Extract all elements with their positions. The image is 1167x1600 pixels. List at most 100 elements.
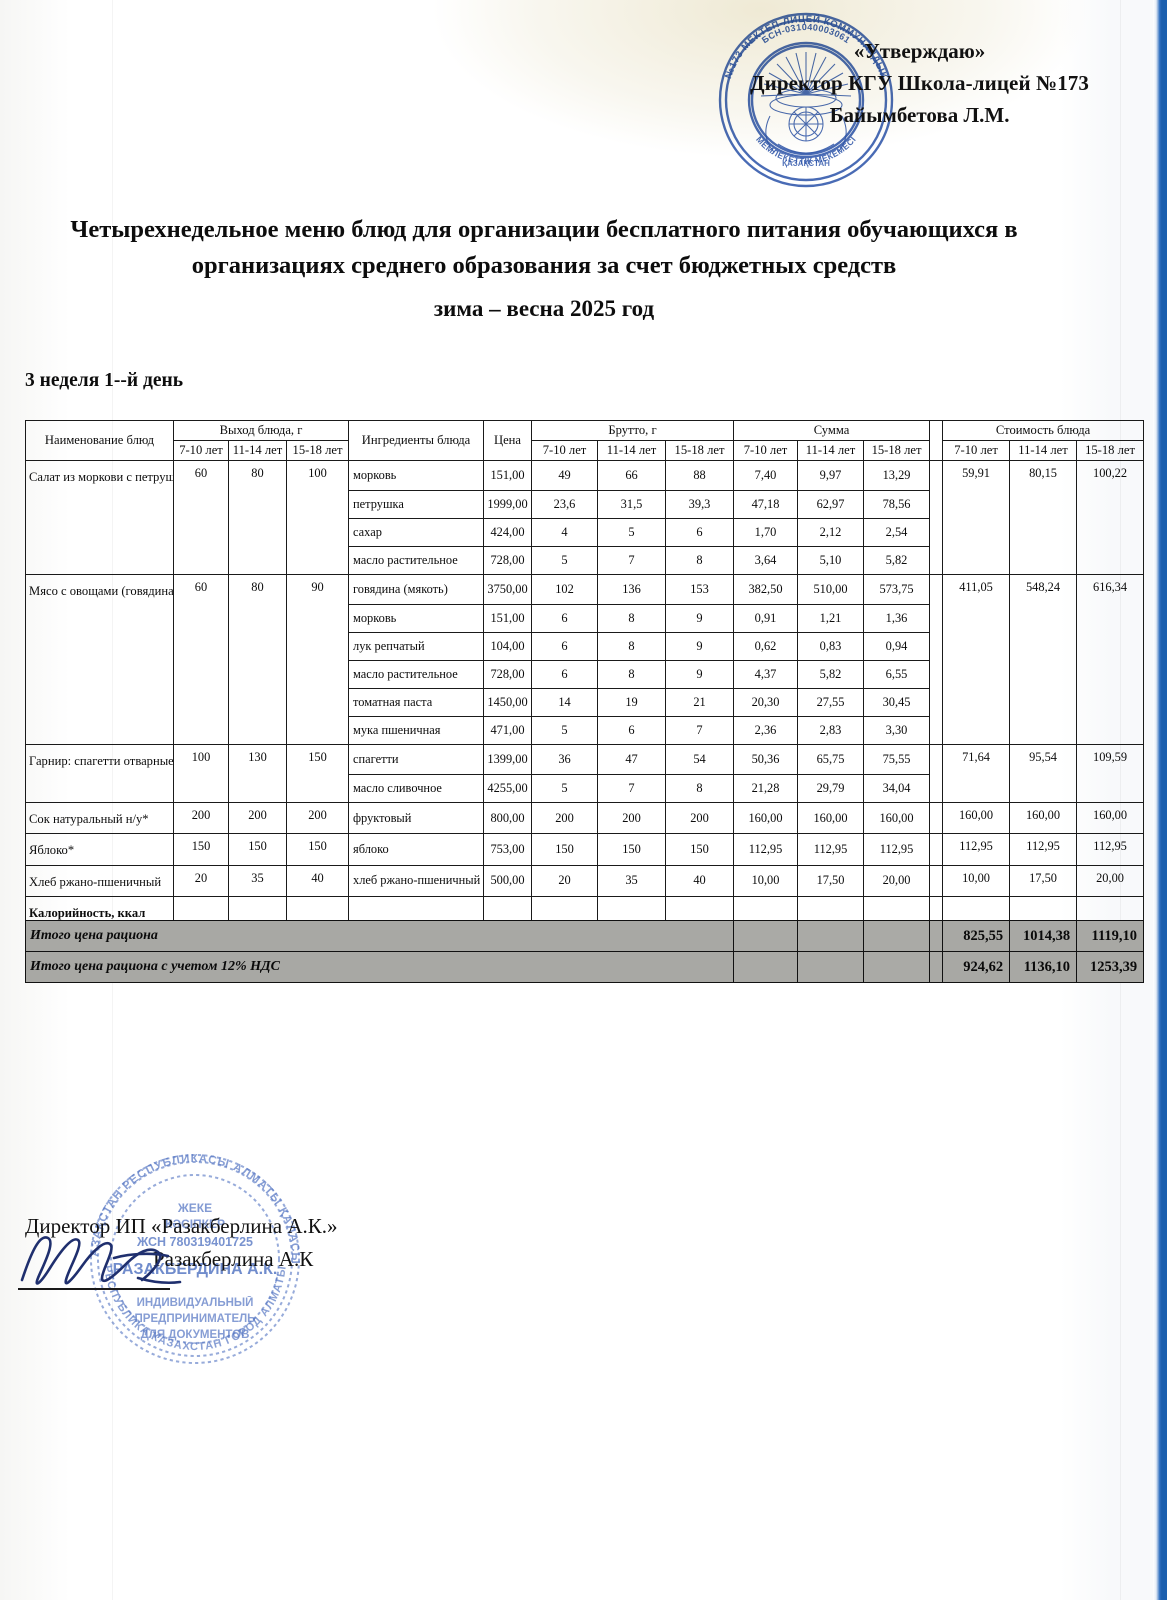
cell-cost-3: 616,34: [1076, 574, 1145, 745]
cell-price: 1999,00: [483, 490, 533, 519]
table-row: Салат из моркови с петрушкой6080100морко…: [25, 460, 1145, 575]
cell-s3: 2,54: [863, 518, 931, 547]
totals-blank-cell: [797, 951, 865, 983]
cell-price: 753,00: [483, 833, 533, 866]
cell-s1: 47,18: [733, 490, 799, 519]
svg-text:ДЛЯ ДОКУМЕНТОВ: ДЛЯ ДОКУМЕНТОВ: [141, 1329, 250, 1341]
cell-yield-1: 60: [173, 574, 229, 745]
menu-table-body: Салат из моркови с петрушкой6080100морко…: [25, 460, 1145, 929]
cell-price: 500,00: [483, 864, 533, 897]
col-price: Цена: [483, 420, 533, 461]
cell-gap-spacer: [929, 574, 944, 745]
cell-ingredient: масло растительное: [348, 660, 485, 689]
menu-table-container: Наименование блюд Выход блюда, г Ингреди…: [25, 420, 1145, 929]
col-sum-11-14: 11-14 лет: [797, 440, 865, 461]
totals-value-3: 1253,39: [1076, 951, 1145, 983]
page-title: Четырехнедельное меню блюд для организац…: [14, 212, 1074, 284]
cell-yield-2: 150: [228, 833, 287, 866]
cell-s1: 2,36: [733, 716, 799, 745]
cell-s2: 2,83: [797, 716, 865, 745]
cell-s2: 29,79: [797, 774, 865, 803]
cell-cost-1: 160,00: [942, 801, 1011, 835]
cell-s3: 573,75: [863, 574, 931, 605]
cell-ingredient: масло сливочное: [348, 774, 485, 803]
totals-gap-cell: [929, 951, 944, 983]
totals-blank-cell: [797, 920, 865, 952]
signature-role: Директор ИП «Разакберлина А.К.»: [25, 1214, 338, 1238]
cell-gap-spacer: [929, 460, 944, 575]
signature-underline: [18, 1288, 170, 1290]
cell-s1: 160,00: [733, 801, 799, 835]
cell-g2: 47: [597, 744, 667, 775]
col-yield-11-14: 11-14 лет: [228, 440, 287, 461]
col-yield-15-18: 15-18 лет: [285, 440, 350, 461]
cell-cost-2: 17,50: [1009, 864, 1078, 897]
cell-g3: 6: [665, 518, 735, 547]
cell-ingredient: масло растительное: [348, 546, 485, 575]
cell-price: 151,00: [483, 460, 533, 491]
cell-g3: 150: [665, 833, 735, 866]
cell-s3: 78,56: [863, 490, 931, 519]
cell-cost-1: 10,00: [942, 864, 1011, 897]
cell-ingredient: сахар: [348, 518, 485, 547]
cell-price: 1450,00: [483, 688, 533, 717]
cell-g2: 5: [597, 518, 667, 547]
totals-label: Итого цена рациона с учетом 12% НДС: [24, 951, 735, 983]
col-cost-7-10: 7-10 лет: [942, 440, 1011, 461]
cell-ingredient: фруктовый: [348, 801, 485, 835]
totals-value-2: 1136,10: [1009, 951, 1078, 983]
cell-dish-name: Мясо с овощами (говядина): [25, 574, 174, 745]
cell-s1: 10,00: [733, 864, 799, 897]
cell-cost-3: 100,22: [1076, 460, 1145, 575]
cell-s3: 160,00: [863, 801, 931, 835]
page-title-line2: организациях среднего образования за сче…: [191, 251, 897, 279]
cell-g1: 5: [531, 774, 599, 803]
cell-g3: 8: [665, 546, 735, 575]
cell-s3: 112,95: [863, 833, 931, 866]
cell-price: 800,00: [483, 801, 533, 835]
cell-gap-spacer: [929, 801, 944, 835]
col-gross-7-10: 7-10 лет: [531, 440, 599, 461]
cell-s3: 3,30: [863, 716, 931, 745]
cell-yield-1: 20: [173, 864, 229, 897]
cell-ingredient: говядина (мякоть): [348, 574, 485, 605]
cell-g2: 66: [597, 460, 667, 491]
col-gap-spacer: [929, 420, 944, 461]
cell-s2: 2,12: [797, 518, 865, 547]
cell-price: 151,00: [483, 604, 533, 633]
totals-value-1: 924,62: [942, 951, 1011, 983]
cell-g1: 4: [531, 518, 599, 547]
cell-yield-2: 80: [228, 574, 287, 745]
cell-g1: 14: [531, 688, 599, 717]
cell-g1: 36: [531, 744, 599, 775]
cell-g3: 9: [665, 660, 735, 689]
table-row: Мясо с овощами (говядина) 60 80 90 говядина …: [25, 574, 1145, 745]
cell-yield-3: 150: [285, 744, 350, 803]
cell-s1: 382,50: [733, 574, 799, 605]
cell-g2: 7: [597, 774, 667, 803]
cell-cost-3: 20,00: [1076, 864, 1145, 897]
cell-ingredient: томатная паста: [348, 688, 485, 717]
cell-price: 728,00: [483, 660, 533, 689]
cell-g1: 49: [531, 460, 599, 491]
cell-g1: 150: [531, 833, 599, 866]
cell-s1: 4,37: [733, 660, 799, 689]
table-row: Яблоко* 150 150 150 яблоко 753,00 150 150 150 112…: [25, 833, 1145, 866]
approval-director-name: Байымбетова Л.М.: [829, 102, 1010, 127]
cell-g2: 35: [597, 864, 667, 897]
page-title-line1: Четырехнедельное меню блюд для организац…: [70, 216, 1018, 243]
cell-s1: 1,70: [733, 518, 799, 547]
approval-director-title: Директор КГУ Школа-лицей №173: [750, 70, 1089, 95]
cell-g3: 21: [665, 688, 735, 717]
cell-yield-1: 100: [173, 744, 229, 803]
cell-cost-3: 160,00: [1076, 801, 1145, 835]
cell-g3: 88: [665, 460, 735, 491]
totals-row: Итого цена рациона с учетом 12% НДС 924,6…: [24, 951, 1145, 983]
cell-s3: 13,29: [863, 460, 931, 491]
cell-s2: 5,10: [797, 546, 865, 575]
cell-g1: 6: [531, 604, 599, 633]
cell-cost-1: 411,05: [942, 574, 1011, 745]
cell-g1: 23,6: [531, 490, 599, 519]
table-row: томатная паста 1450,00 14 19 21 20,30 27,55 30,…: [26, 688, 1144, 717]
page-subtitle: зима – весна 2025 год: [433, 296, 655, 321]
